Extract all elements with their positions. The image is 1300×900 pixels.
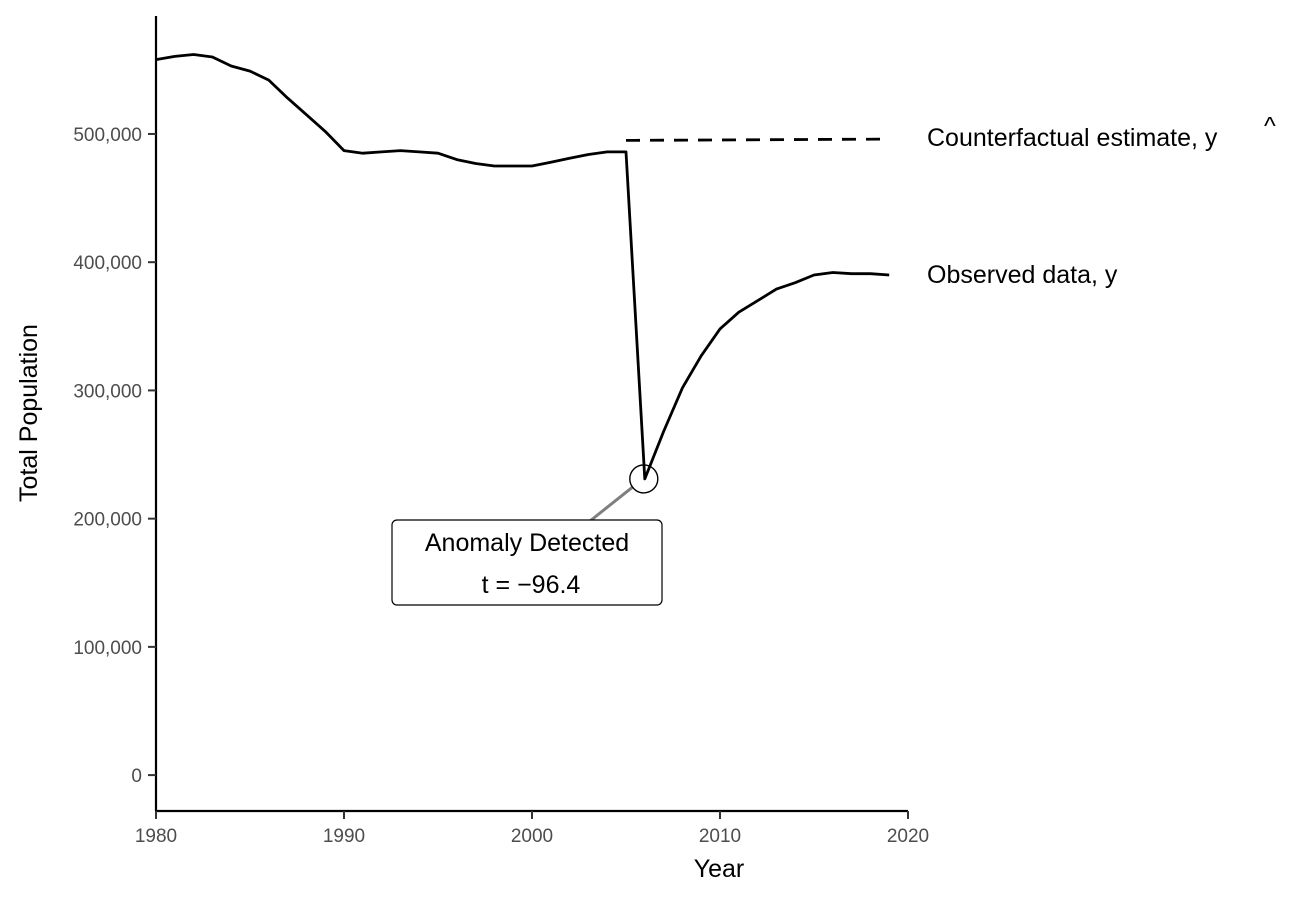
axes [154, 16, 908, 813]
x-tick-label: 1980 [135, 826, 177, 847]
x-axis-title: Year [694, 855, 745, 883]
annotation-statistic: t = −96.4 [482, 571, 581, 599]
y-axis-title: Total Population [15, 324, 43, 502]
annotation-box [391, 519, 663, 606]
x-ticks: 1980 1990 2000 2010 2020 [135, 811, 929, 847]
counterfactual-label: Counterfactual estimate, y [927, 124, 1218, 152]
y-tick-label: 0 [131, 766, 142, 787]
counterfactual-label-symbol: y [1205, 124, 1218, 152]
annotation-title: Anomaly Detected [425, 529, 629, 557]
y-tick-label: 400,000 [73, 253, 142, 274]
annotation-connector [589, 485, 634, 523]
anomaly-marker [629, 464, 659, 494]
y-tick-label: 200,000 [73, 510, 142, 531]
observed-series-line [155, 53, 890, 481]
observed-label: Observed data, y [927, 261, 1118, 289]
counterfactual-label-text: Counterfactual estimate, [927, 124, 1205, 152]
x-tick-label: 2020 [887, 826, 929, 847]
counterfactual-hat: ^ [1264, 112, 1276, 140]
x-tick-label: 2000 [511, 826, 553, 847]
counterfactual-series-line [625, 137, 890, 142]
y-ticks: 0 100,000 200,000 300,000 400,000 500,000 [73, 125, 156, 787]
x-tick-label: 2010 [699, 826, 741, 847]
plot-lines [155, 53, 890, 481]
y-tick-label: 500,000 [73, 125, 142, 146]
x-tick-label: 1990 [323, 826, 365, 847]
y-tick-label: 300,000 [73, 381, 142, 402]
anomaly-annotation: Anomaly Detected t = −96.4 [391, 464, 663, 606]
y-tick-label: 100,000 [73, 638, 142, 659]
